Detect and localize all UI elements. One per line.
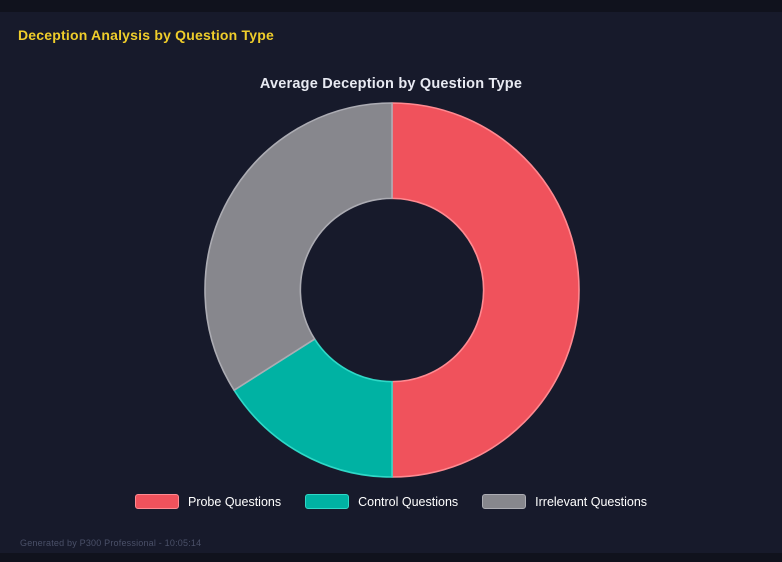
donut-slice-probe-questions[interactable] [391, 102, 580, 478]
window-top-edge [0, 0, 782, 12]
legend-item-control-questions[interactable]: Control Questions [305, 494, 458, 509]
window-bottom-edge [0, 553, 782, 562]
legend-item-irrelevant-questions[interactable]: Irrelevant Questions [482, 494, 647, 509]
legend-label: Probe Questions [187, 494, 282, 509]
donut-chart [204, 102, 580, 478]
legend-swatch [482, 494, 527, 509]
chart-title: Average Deception by Question Type [259, 76, 523, 92]
legend-swatch [305, 494, 350, 509]
legend-item-probe-questions[interactable]: Probe Questions [134, 494, 282, 509]
chart-legend: Probe Questions Control Questions Irreleva… [0, 494, 782, 509]
legend-label: Control Questions [358, 494, 459, 509]
legend-label: Irrelevant Questions [535, 494, 648, 509]
donut-slice-irrelevant-questions[interactable] [204, 102, 393, 391]
donut-slice-control-questions[interactable] [233, 338, 393, 478]
legend-swatch [134, 494, 179, 509]
page-title: Deception Analysis by Question Type [18, 27, 274, 43]
footer-note: Generated by P300 Professional - 10:05:1… [20, 538, 202, 548]
